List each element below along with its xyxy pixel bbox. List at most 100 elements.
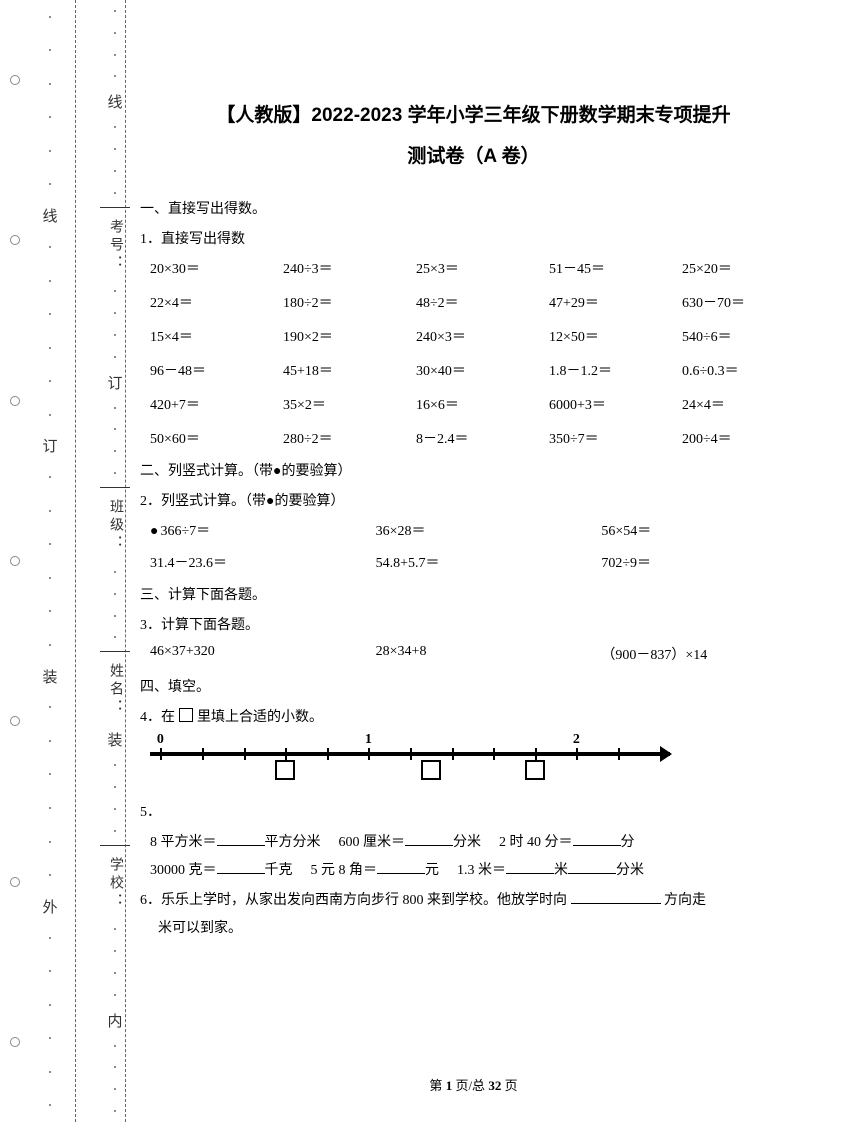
equation-cell: 48÷2＝ bbox=[416, 292, 541, 312]
equation-cell: 36×28＝ bbox=[376, 520, 582, 540]
fill-prefix: 600 厘米＝ bbox=[339, 835, 406, 850]
margin-label: 考号： bbox=[105, 219, 125, 273]
fill-blank[interactable] bbox=[571, 890, 661, 904]
equation-cell: 16×6＝ bbox=[416, 394, 541, 414]
pager-suffix: 页 bbox=[501, 1078, 517, 1093]
section-heading: 一、直接写出得数。 bbox=[140, 198, 807, 218]
question-6: 6．乐乐上学时，从家出发向西南方向步行 800 来到学校。他放学时向 方向走 米… bbox=[140, 887, 807, 943]
equation-cell: 540÷6＝ bbox=[682, 326, 807, 346]
fill-prefix: 1.3 米＝ bbox=[457, 863, 506, 878]
numberline-answer-box[interactable] bbox=[525, 760, 545, 780]
equation-cell: 12×50＝ bbox=[549, 326, 674, 346]
binding-hole bbox=[10, 556, 20, 566]
margin-char: 线 bbox=[107, 91, 122, 112]
fill-unit: 千克 bbox=[265, 863, 293, 878]
equation-cell: 702÷9＝ bbox=[601, 552, 807, 572]
fill-prefix: 30000 克＝ bbox=[150, 863, 217, 878]
margin-dashed-line bbox=[75, 0, 76, 1122]
equation-grid: 46×37+32028×34+8（900－837）×14 bbox=[150, 644, 807, 664]
q4-prefix: 4．在 bbox=[140, 706, 175, 726]
fill-row: 30000 克＝千克5 元 8 角＝元1.3 米＝米分米 bbox=[150, 859, 807, 879]
fill-unit: 米 bbox=[554, 863, 568, 878]
binding-hole bbox=[10, 235, 20, 245]
fill-row: 8 平方米＝平方分米600 厘米＝分米2 时 40 分＝分 bbox=[150, 831, 807, 851]
box-icon bbox=[179, 708, 193, 722]
equation-cell: 31.4－23.6＝ bbox=[150, 552, 356, 572]
page-content: 【人教版】2022-2023 学年小学三年级下册数学期末专项提升 测试卷（A 卷… bbox=[140, 100, 807, 1082]
margin-column-outer: 线订装外 bbox=[30, 0, 70, 1122]
equation-grid: 20×30＝240÷3＝25×3＝51－45＝25×20＝22×4＝180÷2＝… bbox=[150, 258, 807, 448]
equation-grid: 366÷7＝ 36×28＝ 56×54＝ 31.4－23.6＝ 54.8+5.7＝ 702… bbox=[150, 520, 807, 572]
question-heading: 2．列竖式计算。（带●的要验算） bbox=[140, 490, 807, 510]
section-heading: 三、计算下面各题。 bbox=[140, 584, 807, 604]
fill-blank[interactable] bbox=[568, 860, 616, 874]
fill-unit: 元 bbox=[425, 863, 439, 878]
equation-cell: 420+7＝ bbox=[150, 394, 275, 414]
binding-hole bbox=[10, 877, 20, 887]
fill-unit: 分 bbox=[621, 835, 635, 850]
question-5-label: 5． bbox=[140, 801, 807, 821]
equation-cell: 6000+3＝ bbox=[549, 394, 674, 414]
margin-char: 装 bbox=[107, 729, 122, 750]
pager-total: 32 bbox=[488, 1078, 501, 1093]
numberline-answer-box[interactable] bbox=[421, 760, 441, 780]
margin-column-inner: 线考号：订班级：姓名：装学校：内 bbox=[95, 0, 135, 1122]
section-heading: 二、列竖式计算。（带●的要验算） bbox=[140, 460, 807, 480]
fill-blank[interactable] bbox=[405, 832, 453, 846]
section-heading: 四、填空。 bbox=[140, 676, 807, 696]
equation-cell: 50×60＝ bbox=[150, 428, 275, 448]
fill-prefix: 2 时 40 分＝ bbox=[499, 835, 573, 850]
equation-cell: 190×2＝ bbox=[283, 326, 408, 346]
equation-cell: 54.8+5.7＝ bbox=[376, 552, 582, 572]
margin-char: 订 bbox=[42, 435, 57, 456]
numberline-answer-box[interactable] bbox=[275, 760, 295, 780]
equation-cell: 366÷7＝ bbox=[150, 520, 356, 540]
title-sub: 测试卷（A 卷） bbox=[140, 141, 807, 168]
fill-blank-rows: 8 平方米＝平方分米600 厘米＝分米2 时 40 分＝分30000 克＝千克5… bbox=[140, 831, 807, 879]
fill-blank[interactable] bbox=[217, 860, 265, 874]
equation-cell: 25×3＝ bbox=[416, 258, 541, 278]
equation-cell: 46×37+320 bbox=[150, 644, 356, 664]
margin-char: 内 bbox=[107, 1010, 122, 1031]
fill-prefix: 8 平方米＝ bbox=[150, 835, 217, 850]
question-heading: 3．计算下面各题。 bbox=[140, 614, 807, 634]
equation-cell: 0.6÷0.3＝ bbox=[682, 360, 807, 380]
margin-label: 班级： bbox=[105, 499, 125, 553]
binding-hole bbox=[10, 716, 20, 726]
equation-cell: 24×4＝ bbox=[682, 394, 807, 414]
q6-suffix: 米可以到家。 bbox=[158, 921, 242, 936]
title-main: 【人教版】2022-2023 学年小学三年级下册数学期末专项提升 bbox=[140, 100, 807, 127]
equation-cell: 35×2＝ bbox=[283, 394, 408, 414]
margin-char: 装 bbox=[42, 666, 57, 687]
margin-label: 姓名： bbox=[105, 663, 125, 717]
equation-cell: 180÷2＝ bbox=[283, 292, 408, 312]
fill-blank[interactable] bbox=[217, 832, 265, 846]
equation-cell: 47+29＝ bbox=[549, 292, 674, 312]
equation-cell: 8－2.4＝ bbox=[416, 428, 541, 448]
q6-mid: 方向走 bbox=[664, 893, 706, 908]
fill-unit: 分米 bbox=[616, 863, 644, 878]
question-heading: 1．直接写出得数 bbox=[140, 228, 807, 248]
question-4: 4．在 里填上合适的小数。 bbox=[140, 706, 807, 726]
fill-blank[interactable] bbox=[573, 832, 621, 846]
equation-cell: 350÷7＝ bbox=[549, 428, 674, 448]
binding-hole bbox=[10, 1037, 20, 1047]
equation-cell: 22×4＝ bbox=[150, 292, 275, 312]
binding-edge bbox=[0, 0, 30, 1122]
q6-prefix: 6．乐乐上学时，从家出发向西南方向步行 800 来到学校。他放学时向 bbox=[140, 893, 567, 908]
equation-cell: 20×30＝ bbox=[150, 258, 275, 278]
page-footer: 第 1 页/总 32 页 bbox=[140, 1075, 807, 1094]
fill-blank[interactable] bbox=[377, 860, 425, 874]
margin-char: 线 bbox=[42, 205, 57, 226]
equation-cell: 28×34+8 bbox=[376, 644, 582, 664]
equation-cell: 200÷4＝ bbox=[682, 428, 807, 448]
equation-cell: 15×4＝ bbox=[150, 326, 275, 346]
fill-blank[interactable] bbox=[506, 860, 554, 874]
equation-cell: 56×54＝ bbox=[601, 520, 807, 540]
binding-hole bbox=[10, 396, 20, 406]
equation-cell: 96－48＝ bbox=[150, 360, 275, 380]
equation-cell: 1.8－1.2＝ bbox=[549, 360, 674, 380]
equation-cell: 280÷2＝ bbox=[283, 428, 408, 448]
margin-char: 外 bbox=[42, 896, 57, 917]
fill-unit: 平方分米 bbox=[265, 835, 321, 850]
